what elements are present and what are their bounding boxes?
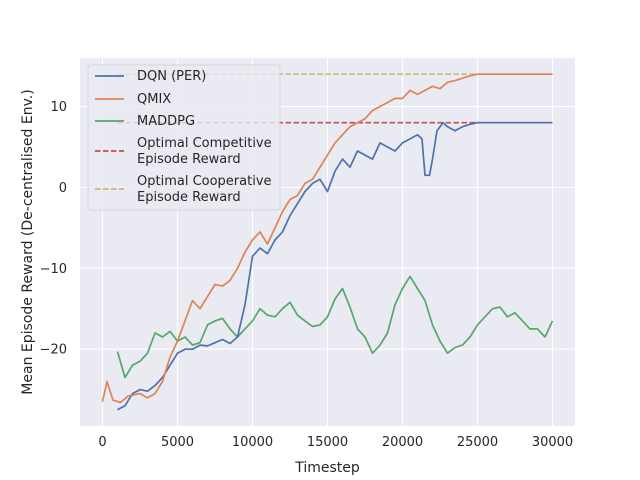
x-tick-label: 0 <box>98 435 106 450</box>
legend-label-0: DQN (PER) <box>137 69 206 84</box>
x-tick-label: 25000 <box>457 435 498 450</box>
x-tick-label: 30000 <box>532 435 573 450</box>
x-tick-label: 20000 <box>382 435 423 450</box>
legend-label-2: MADDPG <box>137 114 195 129</box>
legend-label-3: Episode Reward <box>137 152 241 167</box>
x-tick-label: 10000 <box>232 435 273 450</box>
y-tick-label: −20 <box>40 343 67 358</box>
tick-labels: 0 5000 10000 15000 20000 25000 30000 −20 −10 0 10 <box>40 100 574 450</box>
y-axis-label: Mean Episode Reward (De-centralised Env.… <box>20 89 36 394</box>
y-tick-label: 0 <box>59 181 67 196</box>
series-line-0 <box>117 121 553 411</box>
legend-label-4: Episode Reward <box>137 190 241 205</box>
legend-label-1: QMIX <box>137 92 171 107</box>
legend-box <box>87 64 281 211</box>
legend-label-4: Optimal Cooperative <box>137 174 272 189</box>
y-tick-label: 10 <box>50 100 67 115</box>
x-axis-label: Timestep <box>294 460 360 476</box>
x-tick-label: 15000 <box>307 435 348 450</box>
series-line-1 <box>101 73 553 404</box>
series-lines <box>101 73 554 411</box>
legend-label-3: Optimal Competitive <box>137 136 272 151</box>
y-tick-label: −10 <box>40 262 67 277</box>
x-tick-label: 5000 <box>161 435 194 450</box>
series-line-2 <box>116 275 554 379</box>
